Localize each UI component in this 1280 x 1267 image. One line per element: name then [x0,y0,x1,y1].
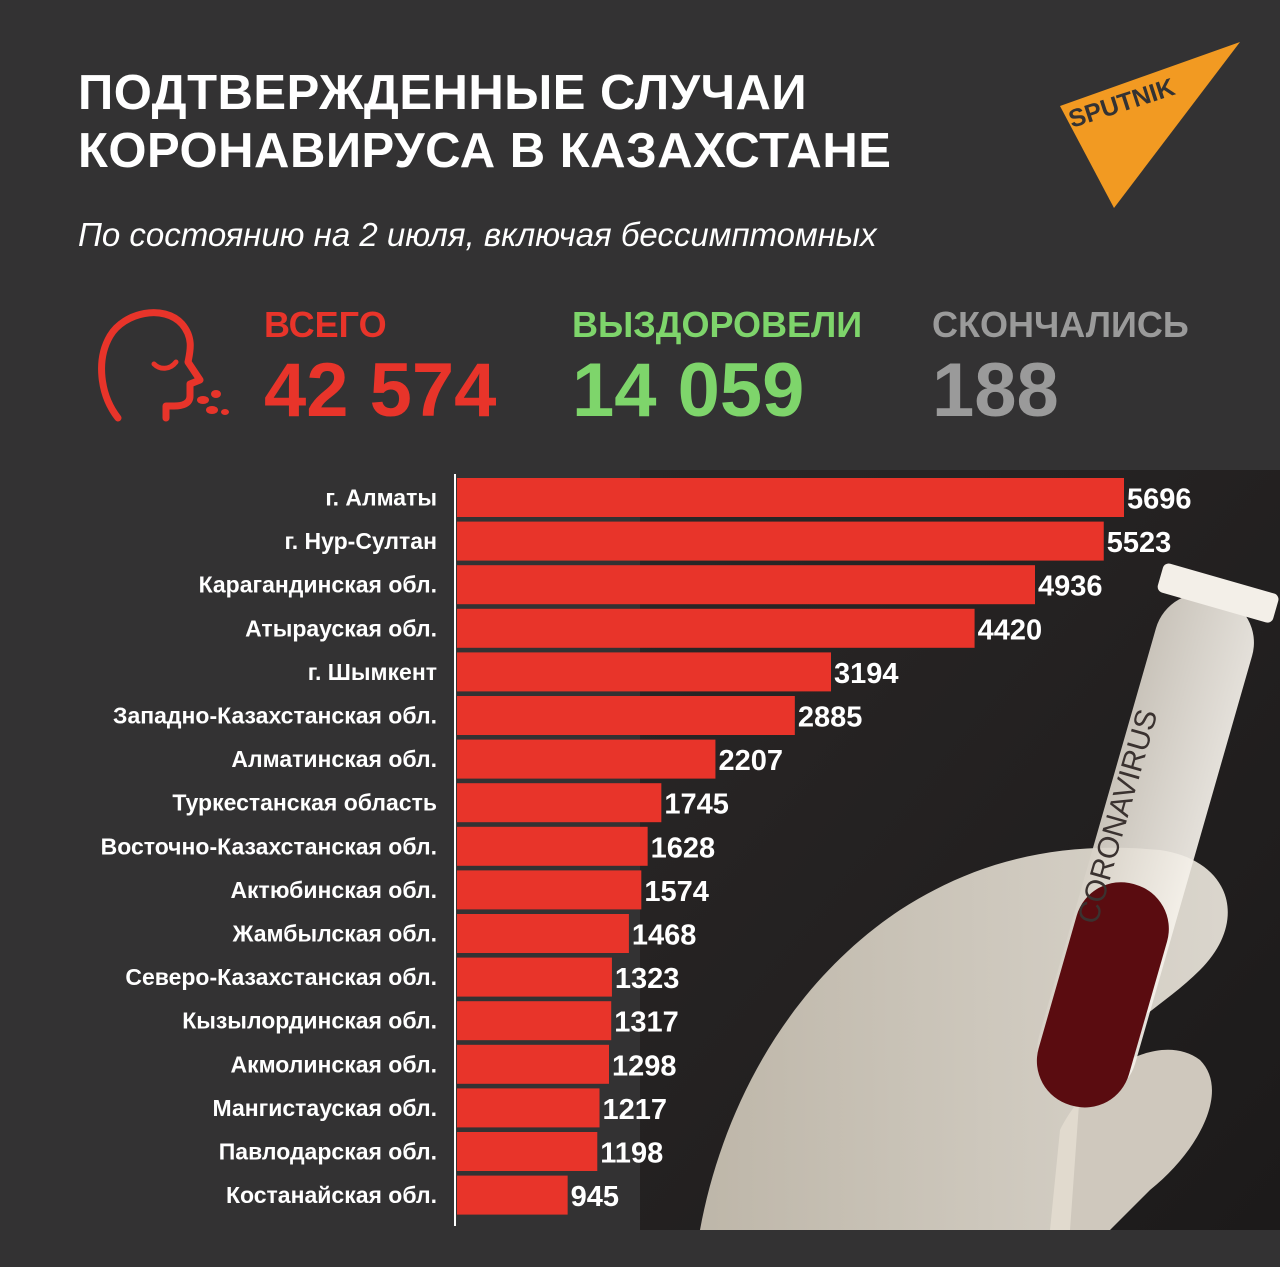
bar [457,696,795,735]
category-label: Акмолинская обл. [230,1051,437,1077]
bar [457,914,629,953]
category-label: Северо-Казахстанская обл. [125,964,437,990]
category-label: г. Шымкент [308,659,437,685]
category-label: Алматинская обл. [231,746,437,772]
category-label: г. Нур-Султан [284,528,437,554]
bar [457,1175,568,1215]
bar [457,608,975,648]
stat-deaths-label: СКОНЧАЛИСЬ [932,304,1189,345]
category-label: Костанайская обл. [226,1182,437,1208]
bar [457,739,716,779]
value-label: 4420 [978,614,1043,646]
value-label: 1298 [612,1050,677,1082]
bar [457,565,1036,605]
stat-deaths-value: 188 [932,348,1059,433]
value-label: 1628 [651,832,716,864]
category-label: Актюбинская обл. [230,877,437,903]
bar [457,826,648,866]
category-label: Карагандинская обл. [199,572,437,598]
stat-recovered-value: 14 059 [572,348,805,433]
value-label: 3194 [834,658,899,690]
category-label: Туркестанская область [172,790,437,816]
value-label: 1323 [615,963,680,995]
category-label: Кызылординская обл. [182,1008,437,1034]
bar [457,783,662,823]
value-label: 2207 [718,745,783,777]
coughing-head-icon [98,309,229,422]
title-line-1: ПОДТВЕРЖДЕННЫЕ СЛУЧАИ [78,66,808,120]
value-label: 4936 [1038,571,1103,603]
category-label: Западно-Казахстанская обл. [113,703,437,729]
bar [457,957,612,997]
title-line-2: КОРОНАВИРУСА В КАЗАХСТАНЕ [78,124,892,178]
category-label: Атырауская обл. [245,615,437,641]
category-label: Мангистауская обл. [213,1095,438,1121]
value-label: 5696 [1127,484,1192,516]
value-label: 2885 [798,702,863,734]
value-label: 1217 [603,1094,668,1126]
stat-total: ВСЕГО 42 574 [264,305,496,433]
category-label: г. Алматы [325,485,437,511]
value-label: 5523 [1107,527,1172,559]
category-label: Павлодарская обл. [219,1139,437,1165]
stat-recovered-label: ВЫЗДОРОВЕЛИ [572,304,863,345]
bar [457,1132,598,1171]
bar [457,1044,609,1084]
value-label: 1745 [664,789,729,821]
bar [457,521,1104,561]
bar [457,1088,600,1128]
bar [457,478,1124,517]
value-label: 945 [571,1181,619,1213]
value-label: 1198 [600,1138,663,1170]
category-label: Жамбылская обл. [232,921,437,947]
subtitle: По состоянию на 2 июля, включая бессимпт… [78,216,877,253]
stat-total-label: ВСЕГО [264,304,387,345]
page-title: ПОДТВЕРЖДЕННЫЕ СЛУЧАИ КОРОНАВИРУСА В КАЗ… [78,64,891,180]
stat-recovered: ВЫЗДОРОВЕЛИ 14 059 [572,305,862,433]
category-label: Восточно-Казахстанская обл. [101,833,437,859]
value-label: 1574 [644,876,709,908]
bar [457,652,832,692]
value-label: 1468 [632,920,697,952]
stat-deaths: СКОНЧАЛИСЬ 188 [932,305,1189,433]
sputnik-logo-icon: SPUTNIK [1060,42,1240,208]
value-label: 1317 [614,1007,679,1039]
bar [457,870,642,910]
bar [457,1001,612,1041]
stat-total-value: 42 574 [264,348,497,433]
